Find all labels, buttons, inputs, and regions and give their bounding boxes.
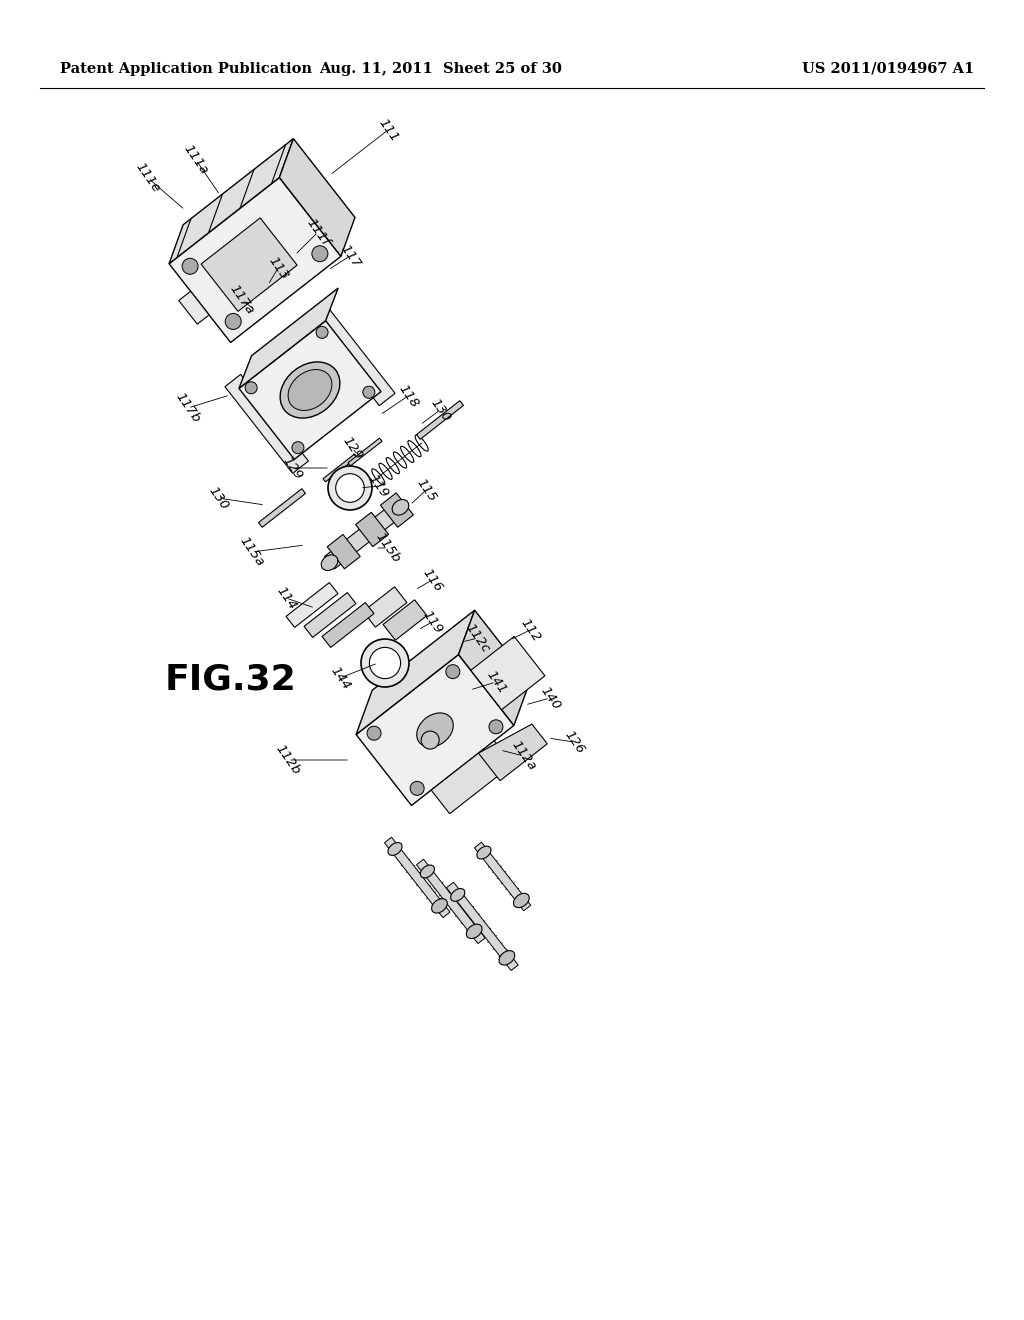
Polygon shape [201, 218, 297, 312]
Polygon shape [280, 139, 355, 256]
Circle shape [421, 731, 439, 748]
Polygon shape [380, 492, 414, 527]
Text: 130: 130 [206, 484, 230, 512]
Text: 141: 141 [483, 668, 509, 696]
Text: 115b: 115b [373, 531, 402, 565]
Circle shape [225, 313, 242, 330]
Text: 119: 119 [366, 473, 390, 500]
Text: 111a: 111a [181, 143, 211, 177]
Text: 114: 114 [273, 583, 299, 612]
Circle shape [361, 639, 409, 686]
Circle shape [245, 381, 257, 393]
Polygon shape [446, 882, 518, 970]
Polygon shape [169, 139, 294, 264]
Polygon shape [304, 593, 356, 638]
Circle shape [445, 665, 460, 678]
Polygon shape [239, 321, 381, 459]
Ellipse shape [499, 950, 515, 965]
Polygon shape [417, 401, 464, 440]
Circle shape [411, 781, 424, 796]
Ellipse shape [417, 713, 454, 747]
Polygon shape [225, 375, 308, 474]
Ellipse shape [477, 846, 490, 859]
Ellipse shape [431, 899, 447, 913]
Ellipse shape [392, 499, 409, 515]
Text: 113: 113 [265, 253, 291, 282]
Polygon shape [355, 512, 388, 546]
Ellipse shape [451, 888, 465, 902]
Text: 118: 118 [395, 381, 421, 411]
Text: 112: 112 [517, 616, 543, 644]
Text: 144: 144 [328, 664, 352, 692]
Text: 117a: 117a [227, 282, 257, 317]
Polygon shape [328, 535, 360, 569]
Ellipse shape [322, 554, 338, 570]
Circle shape [336, 474, 365, 503]
Text: 116: 116 [420, 566, 444, 594]
Polygon shape [239, 288, 338, 388]
Text: 117b: 117b [173, 391, 203, 425]
Text: 112a: 112a [509, 739, 539, 774]
Polygon shape [364, 587, 407, 627]
Polygon shape [286, 582, 338, 627]
Circle shape [182, 259, 198, 275]
Polygon shape [459, 610, 530, 726]
Polygon shape [431, 741, 513, 813]
Circle shape [488, 719, 503, 734]
Text: US 2011/0194967 A1: US 2011/0194967 A1 [802, 62, 974, 77]
Polygon shape [417, 859, 485, 944]
Ellipse shape [288, 370, 332, 411]
Ellipse shape [420, 865, 434, 878]
Circle shape [362, 387, 375, 399]
Polygon shape [322, 602, 374, 647]
Text: 117: 117 [338, 242, 362, 271]
Text: Aug. 11, 2011  Sheet 25 of 30: Aug. 11, 2011 Sheet 25 of 30 [318, 62, 562, 77]
Ellipse shape [388, 842, 402, 855]
Text: Patent Application Publication: Patent Application Publication [60, 62, 312, 77]
Polygon shape [325, 502, 406, 569]
Circle shape [312, 246, 328, 261]
Ellipse shape [513, 894, 529, 908]
Circle shape [367, 726, 381, 741]
Polygon shape [348, 438, 382, 466]
Text: 126: 126 [561, 729, 587, 756]
Text: 111: 111 [376, 116, 400, 144]
Polygon shape [471, 636, 545, 710]
Polygon shape [474, 842, 530, 911]
Text: 111f: 111f [304, 216, 332, 248]
Polygon shape [356, 655, 514, 805]
Text: 140: 140 [538, 684, 562, 711]
Polygon shape [356, 610, 475, 734]
Text: FIG.32: FIG.32 [165, 663, 297, 697]
Circle shape [316, 326, 328, 338]
Polygon shape [383, 599, 427, 640]
Text: 115: 115 [414, 477, 438, 504]
Polygon shape [179, 292, 209, 325]
Circle shape [328, 466, 372, 510]
Text: 115a: 115a [238, 535, 267, 569]
Ellipse shape [281, 362, 340, 418]
Text: 112c: 112c [464, 620, 493, 655]
Text: 111e: 111e [133, 161, 163, 195]
Text: 119: 119 [420, 609, 444, 636]
Polygon shape [478, 725, 547, 780]
Polygon shape [258, 488, 305, 527]
Ellipse shape [466, 924, 482, 939]
Polygon shape [384, 837, 450, 917]
Polygon shape [323, 454, 357, 482]
Text: 129: 129 [340, 434, 365, 462]
Text: 112b: 112b [273, 743, 303, 777]
Text: 130: 130 [427, 396, 453, 424]
Polygon shape [311, 306, 395, 405]
Circle shape [292, 442, 304, 454]
Circle shape [370, 647, 400, 678]
Polygon shape [169, 177, 341, 342]
Text: 129: 129 [280, 454, 304, 482]
